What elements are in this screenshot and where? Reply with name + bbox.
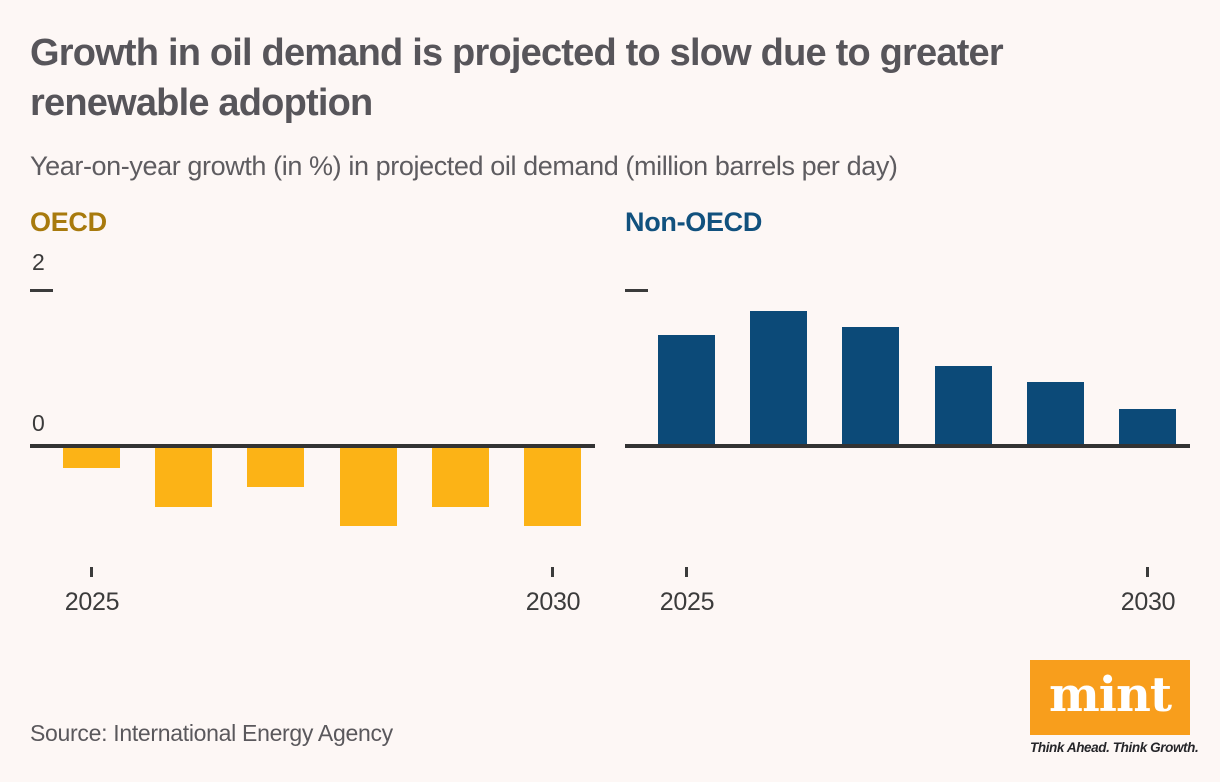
bar-2025	[658, 334, 715, 444]
source-attribution: Source: International Energy Agency	[30, 720, 393, 746]
non-oecd-x-axis-line	[625, 444, 1190, 448]
chart-subtitle: Year-on-year growth (in %) in projected …	[30, 151, 898, 181]
chart-headline: Growth in oil demand is projected to slo…	[30, 28, 1004, 128]
non-oecd-x-tick-2025	[685, 567, 688, 577]
oecd-y-axis-zero-label: 0	[32, 410, 45, 436]
bar-2026	[155, 448, 213, 507]
mint-logo: mint Think Ahead. Think Growth.	[1030, 660, 1199, 755]
oecd-y-axis-top-tick-label: 2	[32, 249, 45, 275]
chart-oecd-title: OECD	[30, 207, 107, 237]
chart-oecd: OECD 2 0 2025 2030	[30, 205, 595, 635]
non-oecd-x-tick-2030	[1146, 567, 1149, 577]
chart-non-oecd-title: Non-OECD	[625, 207, 763, 237]
bar-2028	[339, 448, 397, 526]
non-oecd-x-label-2030: 2030	[1120, 588, 1176, 616]
bar-2029	[431, 448, 489, 507]
bar-2025	[63, 448, 120, 468]
bar-2030	[524, 448, 581, 526]
chart-non-oecd: Non-OECD 2025 2030	[625, 205, 1190, 635]
oecd-x-tick-2030	[551, 567, 554, 577]
oecd-x-label-2025: 2025	[64, 588, 120, 616]
bar-2027	[247, 448, 305, 487]
bar-2029	[1026, 381, 1084, 444]
bar-2026	[750, 311, 808, 444]
non-oecd-y-axis-top-tick-mark	[625, 289, 648, 292]
non-oecd-x-label-2025: 2025	[659, 588, 715, 616]
oecd-x-tick-2025	[90, 567, 93, 577]
charts-row: OECD 2 0 2025 2030 Non-OECD 2025 2030	[30, 205, 1190, 635]
bar-2028	[934, 366, 992, 444]
bar-2027	[842, 327, 900, 444]
oecd-y-axis-top-tick-mark	[30, 289, 53, 292]
headline-line-1: Growth in oil demand is projected to slo…	[30, 32, 1004, 74]
mint-logo-box: mint	[1030, 660, 1190, 735]
mint-logo-tagline: Think Ahead. Think Growth.	[1030, 740, 1199, 755]
bar-2030	[1119, 408, 1176, 444]
oecd-x-axis-line	[30, 444, 595, 448]
oecd-x-label-2030: 2030	[525, 588, 581, 616]
mint-logo-wordmark: mint	[1048, 666, 1172, 723]
headline-line-2: renewable adoption	[30, 82, 373, 124]
